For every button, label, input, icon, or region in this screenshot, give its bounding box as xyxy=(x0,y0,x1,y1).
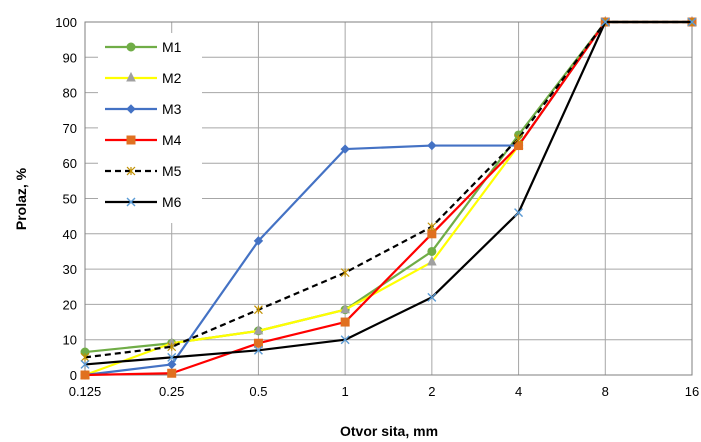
y-tick-label: 30 xyxy=(63,262,77,277)
data-point xyxy=(167,368,177,378)
legend-item: M6 xyxy=(105,194,182,210)
legend-item: M5 xyxy=(105,163,182,179)
marker-stroke xyxy=(687,17,697,27)
marker-stroke xyxy=(80,359,90,369)
data-point xyxy=(340,335,350,345)
legend-box xyxy=(98,33,202,223)
y-tick-label: 40 xyxy=(63,227,77,242)
legend-item: M1 xyxy=(105,39,182,55)
data-point xyxy=(126,104,136,114)
x-tick-label: 0.5 xyxy=(249,384,267,399)
y-axis-ticks: 0 10 20 30 40 50 60 70 80 90 100 xyxy=(55,15,77,383)
y-tick-label: 0 xyxy=(70,368,77,383)
x-tick-label: 2 xyxy=(428,384,435,399)
data-point xyxy=(427,229,437,239)
plot-border xyxy=(84,21,693,376)
y-axis-title: Prolaz, % xyxy=(13,167,29,230)
marker-stroke xyxy=(126,197,136,207)
x-tick-label: 4 xyxy=(515,384,522,399)
x-tick-label: 1 xyxy=(342,384,349,399)
series-line xyxy=(84,20,692,359)
legend-label: M2 xyxy=(162,70,182,86)
marker-stroke xyxy=(253,345,263,355)
y-tick-label: 50 xyxy=(63,192,77,207)
data-point xyxy=(253,324,264,335)
plot-area xyxy=(84,21,693,376)
data-point xyxy=(427,255,437,266)
marker-stroke xyxy=(340,335,350,345)
series-line xyxy=(84,20,692,377)
data-point xyxy=(126,135,136,145)
legend-label: M3 xyxy=(162,101,182,117)
data-point xyxy=(427,292,437,302)
marker-stroke xyxy=(514,208,524,218)
data-point xyxy=(254,305,263,315)
data-point xyxy=(600,17,610,27)
x-tick-label: 0.25 xyxy=(159,384,184,399)
data-point xyxy=(80,359,90,369)
data-point xyxy=(126,71,136,82)
y-tick-label: 60 xyxy=(63,156,77,171)
x-tick-label: 16 xyxy=(685,384,699,399)
legend-label: M1 xyxy=(162,39,182,55)
marker-stroke xyxy=(167,352,177,362)
legend-item: M4 xyxy=(105,132,182,148)
data-point xyxy=(167,352,177,362)
series-line xyxy=(84,20,692,366)
marker-stroke xyxy=(427,292,437,302)
x-axis-ticks: 0.125 0.25 0.5 1 2 4 8 16 xyxy=(69,384,700,399)
data-point xyxy=(427,222,437,232)
y-tick-label: 20 xyxy=(63,297,77,312)
data-point xyxy=(427,140,437,151)
data-point xyxy=(340,144,350,154)
data-point xyxy=(126,197,136,207)
legend-item: M3 xyxy=(105,101,182,117)
data-point xyxy=(126,166,136,176)
legend-label: M4 xyxy=(162,132,182,148)
data-point xyxy=(80,370,90,380)
data-point xyxy=(340,317,350,327)
legend-label: M5 xyxy=(162,163,182,179)
y-tick-label: 90 xyxy=(63,50,77,65)
y-tick-label: 80 xyxy=(63,86,77,101)
data-point xyxy=(687,17,697,27)
legend-item: M2 xyxy=(105,70,182,86)
legend-label: M6 xyxy=(162,194,182,210)
data-point xyxy=(126,42,136,52)
data-point xyxy=(253,236,264,246)
data-point xyxy=(427,246,437,256)
data-point xyxy=(514,134,523,143)
data-point xyxy=(340,303,350,314)
data-point xyxy=(80,352,90,362)
y-tick-label: 100 xyxy=(55,15,77,30)
y-tick-label: 70 xyxy=(63,121,77,136)
marker-stroke xyxy=(600,17,610,27)
x-axis-title: Otvor sita, mm xyxy=(340,423,438,439)
x-tick-label: 8 xyxy=(602,384,609,399)
data-point xyxy=(167,359,177,370)
data-point xyxy=(340,268,350,278)
series-m6 xyxy=(80,17,697,369)
y-tick-label: 10 xyxy=(63,333,77,348)
data-point xyxy=(253,338,263,348)
series-group xyxy=(80,15,697,380)
legend: M1 M2 M3 M4 M5 M6 xyxy=(98,33,202,223)
data-point xyxy=(514,208,524,218)
data-point xyxy=(167,342,177,352)
data-point xyxy=(253,345,263,355)
x-tick-label: 0.125 xyxy=(69,384,102,399)
